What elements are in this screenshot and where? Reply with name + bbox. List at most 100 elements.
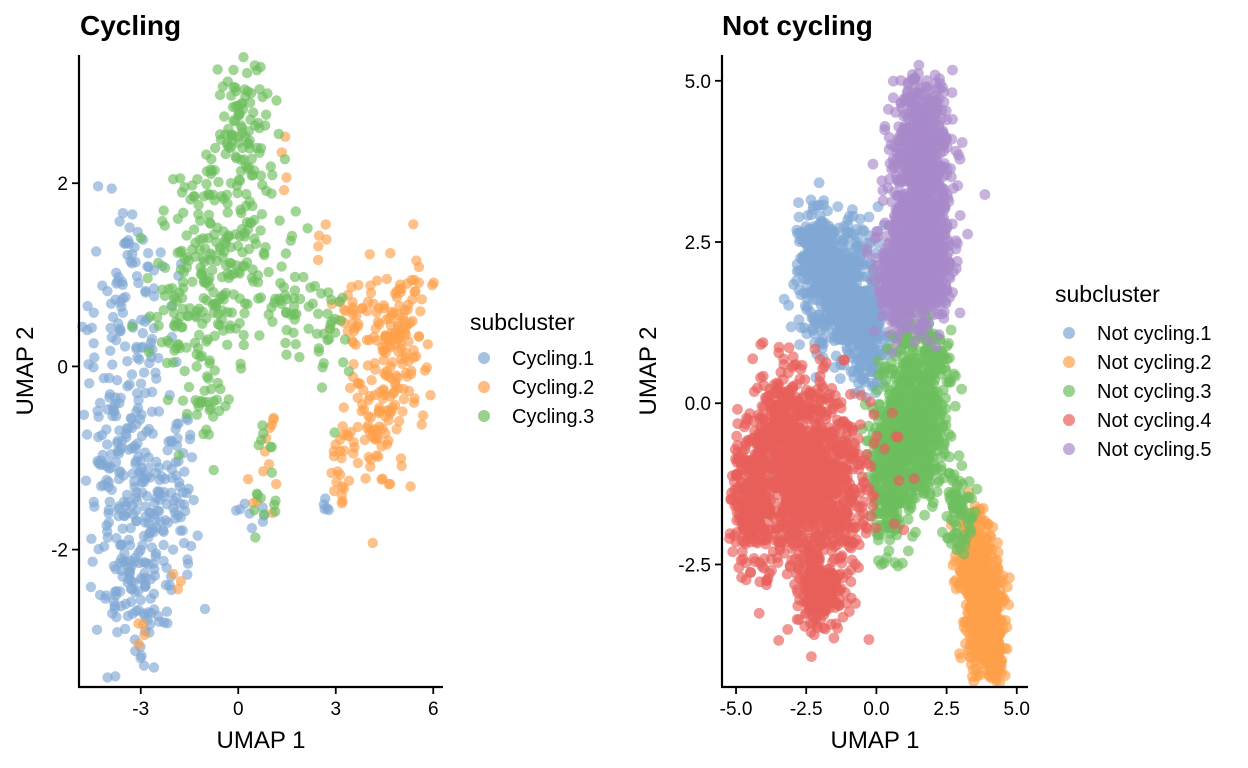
data-point: [865, 461, 877, 472]
data-point: [148, 662, 160, 673]
data-point: [164, 337, 175, 349]
data-point: [88, 338, 99, 349]
data-point: [281, 349, 292, 360]
data-point: [344, 382, 356, 394]
data-point: [923, 410, 935, 422]
data-point: [868, 409, 880, 420]
data-point: [201, 178, 212, 190]
data-point: [163, 436, 174, 447]
data-point: [252, 270, 264, 281]
data-point: [949, 400, 961, 412]
data-point: [801, 304, 813, 315]
y-tick-label: 2: [57, 174, 68, 195]
data-point: [818, 495, 830, 507]
data-point: [802, 210, 814, 221]
data-point: [319, 503, 330, 515]
y-tick-label: -2: [51, 541, 68, 562]
data-point: [203, 209, 215, 221]
data-point: [102, 526, 113, 537]
data-point: [369, 358, 380, 369]
data-point: [252, 489, 263, 501]
data-point: [243, 126, 254, 137]
data-point: [174, 498, 186, 509]
data-point: [143, 261, 154, 273]
data-point: [280, 290, 291, 301]
data-point: [984, 626, 996, 638]
data-point: [137, 471, 148, 482]
data-point: [129, 242, 140, 253]
data-point: [107, 359, 118, 370]
data-point: [249, 505, 260, 516]
data-point: [407, 294, 418, 305]
data-point: [965, 512, 977, 523]
data-point: [172, 583, 184, 595]
data-point: [361, 334, 373, 346]
data-point: [932, 476, 944, 488]
data-point: [400, 329, 411, 340]
data-point: [329, 427, 340, 438]
data-point: [105, 322, 116, 334]
data-point: [267, 316, 278, 327]
data-point: [135, 594, 146, 606]
data-point: [806, 248, 817, 260]
data-point: [117, 523, 128, 534]
data-point: [908, 473, 920, 485]
data-point: [919, 509, 930, 521]
data-point: [153, 257, 164, 269]
data-point: [337, 421, 348, 432]
data-point: [305, 282, 316, 293]
data-point: [176, 322, 187, 333]
data-point: [244, 135, 255, 146]
data-point: [303, 323, 314, 334]
data-point: [167, 357, 179, 368]
data-point: [842, 504, 853, 516]
data-point: [943, 377, 955, 388]
data-point: [313, 241, 324, 252]
data-point: [948, 469, 960, 481]
data-point: [410, 285, 421, 297]
data-point: [819, 258, 831, 270]
data-point: [957, 569, 969, 581]
data-point: [398, 394, 410, 405]
data-point: [248, 107, 259, 118]
data-point: [103, 481, 114, 493]
data-point: [1001, 643, 1013, 655]
data-point: [911, 412, 922, 423]
data-point: [841, 472, 853, 483]
data-point: [214, 89, 226, 101]
data-point: [276, 298, 287, 309]
data-point: [135, 232, 146, 244]
data-point: [376, 474, 387, 485]
data-point: [367, 537, 378, 549]
data-point: [89, 352, 100, 363]
data-point: [809, 271, 820, 282]
data-point: [812, 286, 824, 297]
data-point: [158, 526, 169, 537]
data-point: [364, 249, 375, 260]
data-point: [250, 238, 262, 249]
data-point: [209, 365, 220, 376]
data-point: [783, 342, 795, 353]
data-point: [896, 378, 907, 390]
data-point: [902, 424, 914, 436]
data-point: [302, 223, 313, 234]
data-point: [166, 463, 177, 475]
data-point: [150, 548, 162, 559]
data-point: [263, 266, 274, 278]
data-point: [133, 638, 144, 650]
data-point: [335, 315, 347, 326]
data-point: [148, 283, 160, 294]
data-point: [87, 556, 98, 567]
data-point: [124, 222, 135, 233]
data-point: [122, 497, 134, 508]
x-tick-label: 0: [233, 699, 244, 720]
data-point: [129, 481, 140, 493]
data-point: [853, 502, 865, 513]
data-point: [146, 333, 158, 345]
data-point: [122, 610, 134, 622]
data-point: [178, 283, 189, 294]
data-point: [323, 287, 334, 298]
data-point: [110, 671, 121, 682]
data-point: [384, 478, 396, 490]
data-point: [814, 404, 826, 415]
